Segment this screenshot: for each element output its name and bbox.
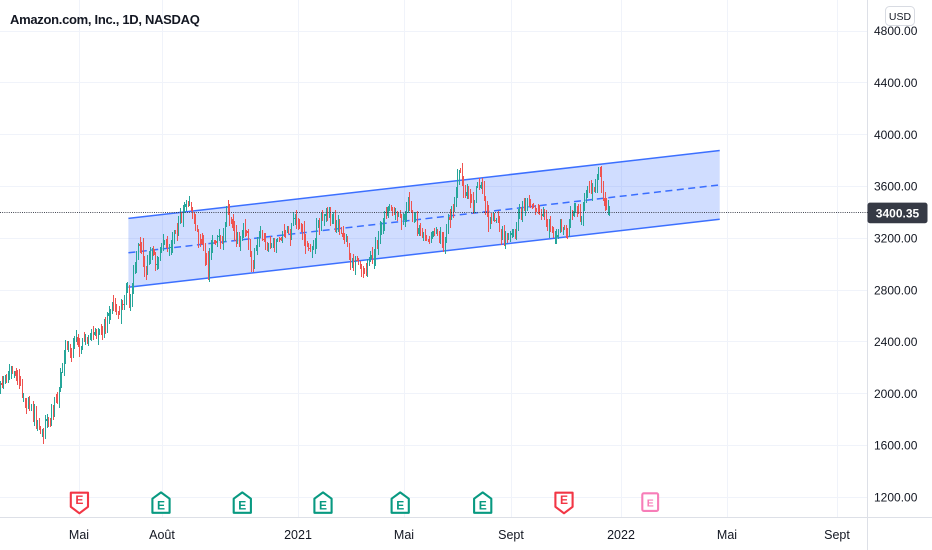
svg-text:Amazon.com, Inc., 1D, NASDAQ: Amazon.com, Inc., 1D, NASDAQ [10,12,200,27]
svg-text:2000.00: 2000.00 [874,387,918,401]
svg-text:Sept: Sept [498,528,524,542]
svg-text:3600.00: 3600.00 [874,180,918,194]
svg-text:E: E [319,499,327,513]
svg-text:Sept: Sept [824,528,850,542]
svg-text:Mai: Mai [717,528,737,542]
svg-text:2022: 2022 [607,528,635,542]
svg-text:E: E [157,499,165,513]
svg-text:4000.00: 4000.00 [874,128,918,142]
svg-text:E: E [647,497,654,509]
svg-text:4800.00: 4800.00 [874,24,918,38]
svg-text:2021: 2021 [284,528,312,542]
svg-text:3400.35: 3400.35 [876,206,920,220]
svg-text:Mai: Mai [394,528,414,542]
svg-text:2400.00: 2400.00 [874,335,918,349]
svg-text:4400.00: 4400.00 [874,76,918,90]
svg-text:2800.00: 2800.00 [874,283,918,297]
svg-text:E: E [396,499,404,513]
svg-text:E: E [560,493,568,507]
svg-text:E: E [238,499,246,513]
svg-text:E: E [479,499,487,513]
svg-text:1600.00: 1600.00 [874,439,918,453]
svg-text:E: E [75,493,83,507]
svg-text:Août: Août [149,528,175,542]
svg-text:USD: USD [889,11,912,23]
svg-text:1200.00: 1200.00 [874,491,918,505]
svg-text:3200.00: 3200.00 [874,231,918,245]
svg-text:Mai: Mai [69,528,89,542]
